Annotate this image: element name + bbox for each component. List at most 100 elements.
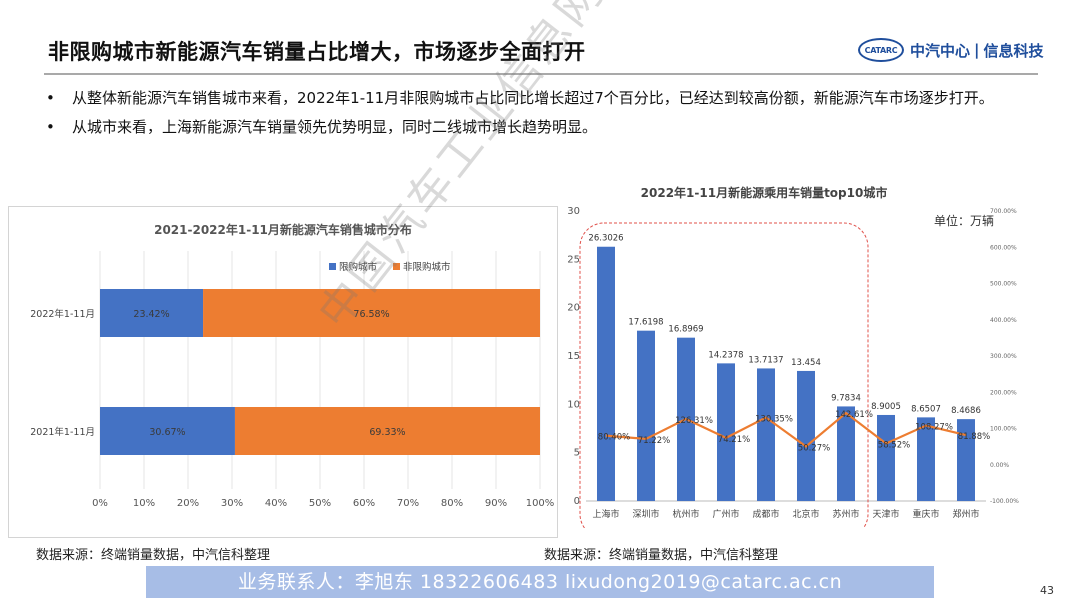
- y2-tick-label: -100.00%: [990, 498, 1019, 505]
- legend-label: 非限购城市: [403, 261, 451, 273]
- x-tick-label: 50%: [309, 498, 331, 509]
- growth-value-label: 81.88%: [958, 432, 990, 442]
- growth-value-label: 142.61%: [835, 410, 873, 420]
- data-label: 69.33%: [369, 427, 405, 438]
- legend-label: 限购城市: [339, 261, 378, 273]
- x-tick-label: 10%: [133, 498, 155, 509]
- page-title: 非限购城市新能源汽车销量占比增大，市场逐步全面打开: [48, 40, 586, 64]
- growth-value-label: 50.27%: [798, 444, 830, 454]
- data-label: 23.42%: [133, 309, 169, 320]
- y-tick-label: 10: [567, 399, 580, 410]
- y-tick-label: 30: [567, 206, 580, 217]
- logo-separator: |: [974, 41, 980, 59]
- bar-segment: [100, 289, 204, 337]
- y2-tick-label: 200.00%: [990, 389, 1017, 396]
- y2-tick-label: 400.00%: [990, 317, 1017, 324]
- y2-tick-label: 500.00%: [990, 281, 1017, 288]
- x-tick-label: 40%: [265, 498, 287, 509]
- legend-swatch: [393, 263, 400, 270]
- bar: [717, 363, 735, 501]
- contact-banner: 业务联系人：李旭东 18322606483 lixudong2019@catar…: [146, 566, 934, 598]
- x-category-label: 天津市: [872, 508, 899, 520]
- growth-value-label: 130.35%: [755, 414, 793, 424]
- growth-value-label: 126.31%: [675, 416, 713, 426]
- bullet-list: • 从整体新能源汽车销售城市来看，2022年1-11月非限购城市占比同比增长超过…: [46, 84, 1041, 142]
- y2-tick-label: 0.00%: [990, 462, 1009, 469]
- bar: [797, 370, 815, 501]
- bullet-item: • 从整体新能源汽车销售城市来看，2022年1-11月非限购城市占比同比增长超过…: [46, 84, 1041, 113]
- bar: [757, 368, 775, 501]
- x-category-label: 广州市: [712, 508, 739, 520]
- y-tick-label: 25: [567, 254, 580, 265]
- x-tick-label: 70%: [397, 498, 419, 509]
- bullet-text: 从城市来看，上海新能源汽车销量领先优势明显，同时二线城市增长趋势明显。: [72, 118, 598, 136]
- bar: [877, 414, 895, 501]
- logo-text-center: 中汽中心: [910, 41, 971, 60]
- data-label: 76.58%: [353, 309, 389, 320]
- bar: [597, 246, 615, 501]
- y2-tick-label: 300.00%: [990, 353, 1017, 360]
- bar: [917, 417, 935, 501]
- city-distribution-chart-panel: 2021-2022年1-11月新能源汽车销售城市分布 0% 10% 20% 30% 40%…: [8, 206, 558, 538]
- bullet-symbol: •: [46, 118, 55, 136]
- bar-value-label: 13.7137: [748, 355, 783, 365]
- bar: [637, 330, 655, 501]
- legend-swatch: [329, 263, 336, 270]
- logo-text-info: 信息科技: [983, 41, 1044, 60]
- growth-value-label: 80.40%: [598, 433, 630, 443]
- bar: [957, 419, 975, 501]
- x-tick-label: 80%: [441, 498, 463, 509]
- x-category-label: 深圳市: [632, 508, 659, 520]
- growth-value-label: 108.27%: [915, 423, 953, 433]
- bar-value-label: 8.9005: [871, 402, 901, 412]
- bar-value-label: 17.6198: [628, 318, 663, 328]
- bullet-text: 从整体新能源汽车销售城市来看，2022年1-11月非限购城市占比同比增长超过7个…: [72, 89, 994, 107]
- x-category-label: 重庆市: [912, 508, 939, 520]
- data-source-left: 数据来源：终端销量数据，中汽信科整理: [36, 548, 271, 563]
- bar-value-label: 8.6507: [911, 404, 941, 414]
- y2-tick-label: 100.00%: [990, 426, 1017, 433]
- growth-value-label: 58.52%: [878, 441, 910, 451]
- y2-tick-label: 700.00%: [990, 208, 1017, 215]
- bar-segment: [203, 289, 540, 337]
- data-label: 30.67%: [149, 427, 185, 438]
- x-tick-label: 90%: [485, 498, 507, 509]
- x-tick-label: 100%: [526, 498, 555, 509]
- bar-segment: [234, 407, 540, 455]
- x-category-label: 上海市: [592, 508, 619, 520]
- x-tick-label: 0%: [92, 498, 108, 509]
- bar-value-label: 13.454: [791, 358, 821, 368]
- x-category-label: 成都市: [752, 508, 779, 520]
- bar-segment: [100, 407, 235, 455]
- bar-value-label: 26.3026: [588, 234, 623, 244]
- bullet-item: • 从城市来看，上海新能源汽车销量领先优势明显，同时二线城市增长趋势明显。: [46, 113, 1041, 142]
- logo: CATARC 中汽中心 | 信息科技: [858, 38, 1044, 62]
- bar-value-label: 14.2378: [708, 350, 743, 360]
- x-category-label: 杭州市: [672, 508, 699, 520]
- y-category-label: 2021年1-11月: [30, 426, 95, 438]
- y-tick-label: 20: [567, 303, 580, 314]
- bar-value-label: 8.4686: [951, 406, 981, 416]
- bar: [837, 406, 855, 501]
- city-distribution-chart: 2021-2022年1-11月新能源汽车销售城市分布 0% 10% 20% 30% 40%…: [30, 222, 555, 509]
- x-category-label: 北京市: [792, 508, 819, 520]
- chart-title: 2021-2022年1-11月新能源汽车销售城市分布: [154, 222, 412, 237]
- growth-line: [605, 411, 967, 448]
- x-category-label: 郑州市: [952, 508, 979, 520]
- x-category-label: 苏州市: [832, 508, 859, 520]
- x-tick-label: 20%: [177, 498, 199, 509]
- y-category-label: 2022年1-11月: [30, 308, 95, 320]
- bar-value-label: 9.7834: [831, 393, 861, 403]
- bullet-symbol: •: [46, 89, 55, 107]
- growth-value-label: 74.21%: [718, 435, 750, 445]
- y-tick-label: 5: [574, 448, 580, 459]
- growth-value-label: 71.22%: [638, 436, 670, 446]
- top10-cities-chart-panel: 2022年1-11月新能源乘用车销量top10城市 单位：万辆 0 5 10 15 20 25…: [556, 178, 1026, 539]
- unit-label: 单位：万辆: [934, 213, 994, 228]
- bar-value-label: 16.8969: [668, 325, 703, 335]
- page-number: 43: [1040, 584, 1054, 597]
- catarc-logo-icon: CATARC: [858, 38, 904, 62]
- chart-title: 2022年1-11月新能源乘用车销量top10城市: [641, 185, 888, 200]
- y-tick-label: 0: [574, 496, 580, 507]
